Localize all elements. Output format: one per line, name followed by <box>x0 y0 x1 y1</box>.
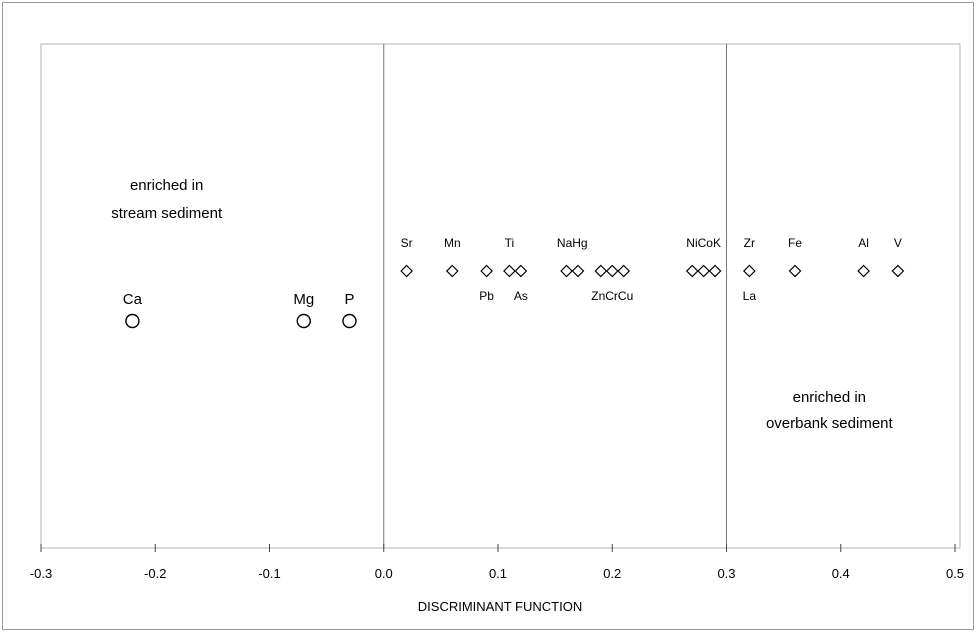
annotation-text: stream sediment <box>111 205 223 222</box>
x-tick-label: -0.1 <box>258 566 280 581</box>
x-tick-label: -0.3 <box>30 566 52 581</box>
point-diamond <box>788 264 802 278</box>
x-tick-label: 0.2 <box>603 566 621 581</box>
point-diamond <box>571 264 585 278</box>
annotation-text: overbank sediment <box>766 415 894 432</box>
x-tick-label: 0.0 <box>375 566 393 581</box>
point-labels: Ca Mg P Sr Mn Ti NaHg NiCoK Zr Fe Al V Pb As ZnCrCu La <box>123 236 902 308</box>
x-axis-label: DISCRIMINANT FUNCTION <box>418 599 582 614</box>
annotation-text: enriched in <box>130 177 203 194</box>
point-label-group: NaHg <box>557 236 588 250</box>
point-diamond <box>685 264 699 278</box>
point-label-group: As <box>514 289 528 303</box>
point-label-group: Fe <box>788 236 802 250</box>
annotation-text: enriched in <box>793 389 866 406</box>
point-mg <box>296 313 311 329</box>
point-label-group: Pb <box>479 289 494 303</box>
point-diamond <box>560 264 573 278</box>
point-diamond <box>594 264 608 278</box>
point-label-group: NiCoK <box>686 236 721 250</box>
point-diamond <box>503 264 516 278</box>
x-tick-label: 0.3 <box>717 566 735 581</box>
point-diamond <box>891 264 905 278</box>
point-label-group: Sr <box>401 236 413 250</box>
point-diamond <box>617 264 631 278</box>
point-diamond <box>445 264 459 278</box>
point-diamond <box>708 264 722 278</box>
point-label-group: La <box>743 289 757 303</box>
point-diamond <box>605 264 619 278</box>
reference-lines <box>383 44 727 548</box>
point-label-mg: Mg <box>293 291 314 308</box>
point-ca <box>125 313 140 329</box>
plot-area <box>40 43 961 549</box>
point-label-group: Ti <box>505 236 515 250</box>
point-label-group: Al <box>858 236 869 250</box>
x-tick-label: 0.1 <box>489 566 507 581</box>
point-label-group: ZnCrCu <box>591 289 633 303</box>
point-diamond <box>480 264 493 278</box>
data-points <box>125 264 905 329</box>
x-tick-label: 0.5 <box>946 566 964 581</box>
point-diamond <box>857 264 870 278</box>
point-label-group: Mn <box>444 236 461 250</box>
point-label-group: Zr <box>744 236 755 250</box>
point-diamond <box>743 264 756 278</box>
annotations: enriched in stream sediment enriched in ove… <box>111 177 893 432</box>
point-label-p: P <box>344 291 354 308</box>
point-label-group: V <box>894 236 902 250</box>
point-diamond <box>697 264 710 278</box>
x-tick-label: -0.2 <box>144 566 166 581</box>
point-p <box>342 313 357 329</box>
x-axis: -0.3 -0.2 -0.1 0.0 0.1 0.2 0.3 0.4 0.5 <box>30 544 964 581</box>
x-tick-label: 0.4 <box>832 566 850 581</box>
point-diamond <box>514 264 528 278</box>
point-label-ca: Ca <box>123 291 143 308</box>
point-diamond <box>400 264 413 278</box>
